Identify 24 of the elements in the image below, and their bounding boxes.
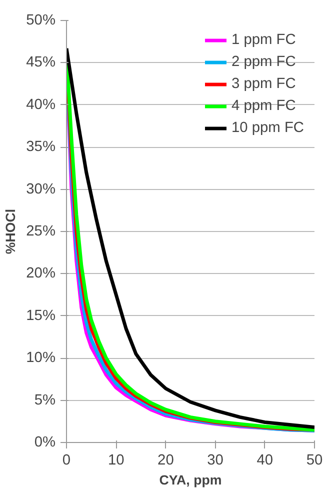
y-tick-label: 25% — [26, 224, 56, 240]
legend-label: 2 ppm FC — [232, 54, 296, 70]
y-tick-label: 10% — [26, 350, 56, 366]
y-tick-label: 50% — [26, 12, 56, 28]
x-tick-label: 0 — [62, 452, 71, 468]
y-tick-label: 40% — [26, 96, 56, 113]
y-tick-label: 20% — [26, 266, 56, 282]
x-tick-label: 30 — [207, 452, 224, 468]
y-tick-label: 0% — [34, 434, 56, 450]
x-tick-label: 50 — [306, 452, 323, 468]
legend-label: 1 ppm FC — [232, 32, 296, 48]
legend-label: 10 ppm FC — [232, 120, 304, 136]
legend-label: 3 ppm FC — [232, 76, 296, 92]
y-tick-label: 30% — [26, 181, 56, 198]
y-tick-label: 45% — [26, 54, 56, 71]
x-tick-label: 10 — [108, 452, 124, 468]
y-tick-label: 5% — [34, 392, 56, 408]
y-tick-label: 35% — [26, 139, 56, 156]
legend-label: 4 ppm FC — [232, 98, 296, 114]
x-axis-title: CYA, ppm — [159, 472, 222, 488]
y-tick-label: 15% — [26, 308, 56, 324]
x-tick-label: 20 — [158, 452, 174, 468]
x-tick-label: 40 — [256, 452, 274, 468]
y-axis-title: %HOCl — [3, 208, 18, 254]
